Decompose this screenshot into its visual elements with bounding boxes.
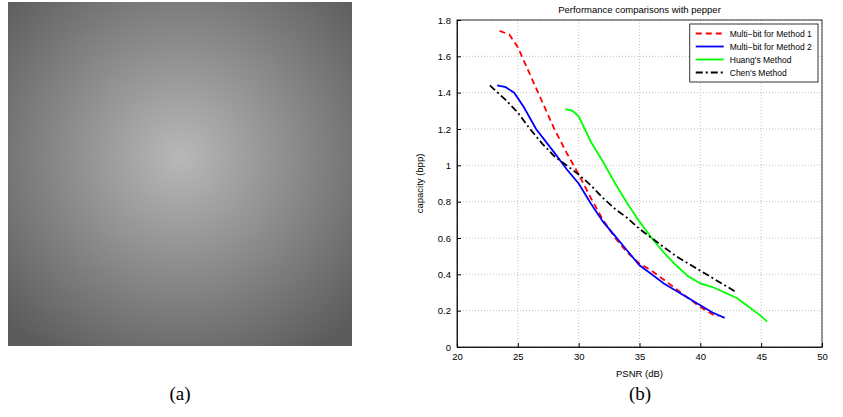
grid-line xyxy=(457,165,822,166)
axis-line xyxy=(458,347,823,348)
tick-mark xyxy=(457,20,461,21)
y-axis: 0 0.2 0.4 0.6 0.8 1 1.2 1.4 1.6 1.8 xyxy=(438,15,461,353)
tick: 45 xyxy=(756,343,767,362)
grid-line xyxy=(517,20,518,347)
series-line xyxy=(490,85,737,292)
figure: (a) (b) 20 25 30 35 40 45 50 0 0.2 0.4 0.6 0.8 1 1.2 1.4… xyxy=(0,0,843,417)
tick-mark xyxy=(457,202,461,203)
grid-line xyxy=(639,20,640,347)
tick-label: 0.2 xyxy=(438,305,451,316)
tick-label: 1.4 xyxy=(438,87,451,98)
tick: 40 xyxy=(696,343,707,362)
tick-label: 0 xyxy=(446,342,451,353)
tick-label: 35 xyxy=(635,351,646,362)
photo-panel xyxy=(8,2,352,346)
tick-mark xyxy=(457,347,461,348)
tick: 0.6 xyxy=(438,233,461,244)
tick: 1.4 xyxy=(438,87,461,98)
tick-label: 50 xyxy=(817,351,828,362)
grid-line xyxy=(457,201,822,202)
legend-swatch xyxy=(696,33,724,35)
legend-label: Huang's Method xyxy=(730,55,792,65)
photo-placeholder xyxy=(8,2,352,346)
tick-label: 1.6 xyxy=(438,51,451,62)
tick-label: 25 xyxy=(513,351,524,362)
tick: 0 xyxy=(446,342,461,353)
panel-label: (a) xyxy=(169,383,190,405)
tick-mark xyxy=(457,56,461,57)
grid-line xyxy=(457,92,822,93)
grid-line xyxy=(457,274,822,275)
tick-mark xyxy=(457,274,461,275)
tick-label: 30 xyxy=(574,351,585,362)
tick-mark xyxy=(822,343,823,347)
tick: 35 xyxy=(635,343,646,362)
tick-mark xyxy=(518,343,519,347)
tick-label: 40 xyxy=(696,351,707,362)
y-axis-title: capacity (bpp) xyxy=(414,154,425,214)
tick: 1.2 xyxy=(438,124,461,135)
tick: 50 xyxy=(817,343,828,362)
tick: 1 xyxy=(446,160,461,171)
series-line xyxy=(497,85,725,318)
legend-label: Multi−bit for Method 2 xyxy=(730,42,812,52)
axis-line xyxy=(457,21,458,348)
tick: 1.8 xyxy=(438,15,461,26)
legend-box xyxy=(690,24,818,82)
tick-mark xyxy=(457,238,461,239)
tick-label: 0.4 xyxy=(438,269,451,280)
tick: 30 xyxy=(574,343,585,362)
grid-line xyxy=(457,129,822,130)
tick-mark xyxy=(700,343,701,347)
plot-background xyxy=(457,20,822,347)
x-axis: 20 25 30 35 40 45 50 xyxy=(452,343,828,362)
tick: 0.2 xyxy=(438,305,461,316)
tick: 25 xyxy=(513,343,524,362)
grid-line xyxy=(457,310,822,311)
tick-label: 1.2 xyxy=(438,124,451,135)
tick-mark xyxy=(457,93,461,94)
tick: 0.8 xyxy=(438,196,461,207)
chart: 20 25 30 35 40 45 50 0 0.2 0.4 0.6 0.8 1 1.2 1.4 1.6 1.8… xyxy=(414,4,828,379)
legend-label: Multi−bit for Method 1 xyxy=(730,29,812,39)
legend-swatch xyxy=(696,72,724,74)
tick: 0.4 xyxy=(438,269,461,280)
tick-mark xyxy=(640,343,641,347)
legend-swatch xyxy=(696,46,724,48)
panel-label: (b) xyxy=(629,383,651,405)
tick-label: 0.6 xyxy=(438,233,451,244)
plot-frame xyxy=(457,20,822,347)
x-axis-title: PSNR (dB) xyxy=(616,368,663,379)
tick-label: 1.8 xyxy=(438,15,451,26)
legend: Multi−bit for Method 1 Multi−bit for Meth… xyxy=(690,24,818,82)
series-line xyxy=(565,109,767,322)
legend-swatch xyxy=(696,59,724,61)
tick-label: 1 xyxy=(446,160,451,171)
tick-mark xyxy=(457,165,461,166)
chart-title: Performance comparisons with pepper xyxy=(558,4,721,15)
tick-mark xyxy=(761,343,762,347)
tick-label: 20 xyxy=(452,351,463,362)
tick: 1.6 xyxy=(438,51,461,62)
tick-label: 45 xyxy=(756,351,767,362)
tick-mark xyxy=(457,311,461,312)
tick-mark xyxy=(579,343,580,347)
legend-label: Chen's Method xyxy=(730,68,787,78)
grid xyxy=(457,20,822,347)
tick-label: 0.8 xyxy=(438,196,451,207)
tick-mark xyxy=(457,129,461,130)
grid-line xyxy=(457,238,822,239)
